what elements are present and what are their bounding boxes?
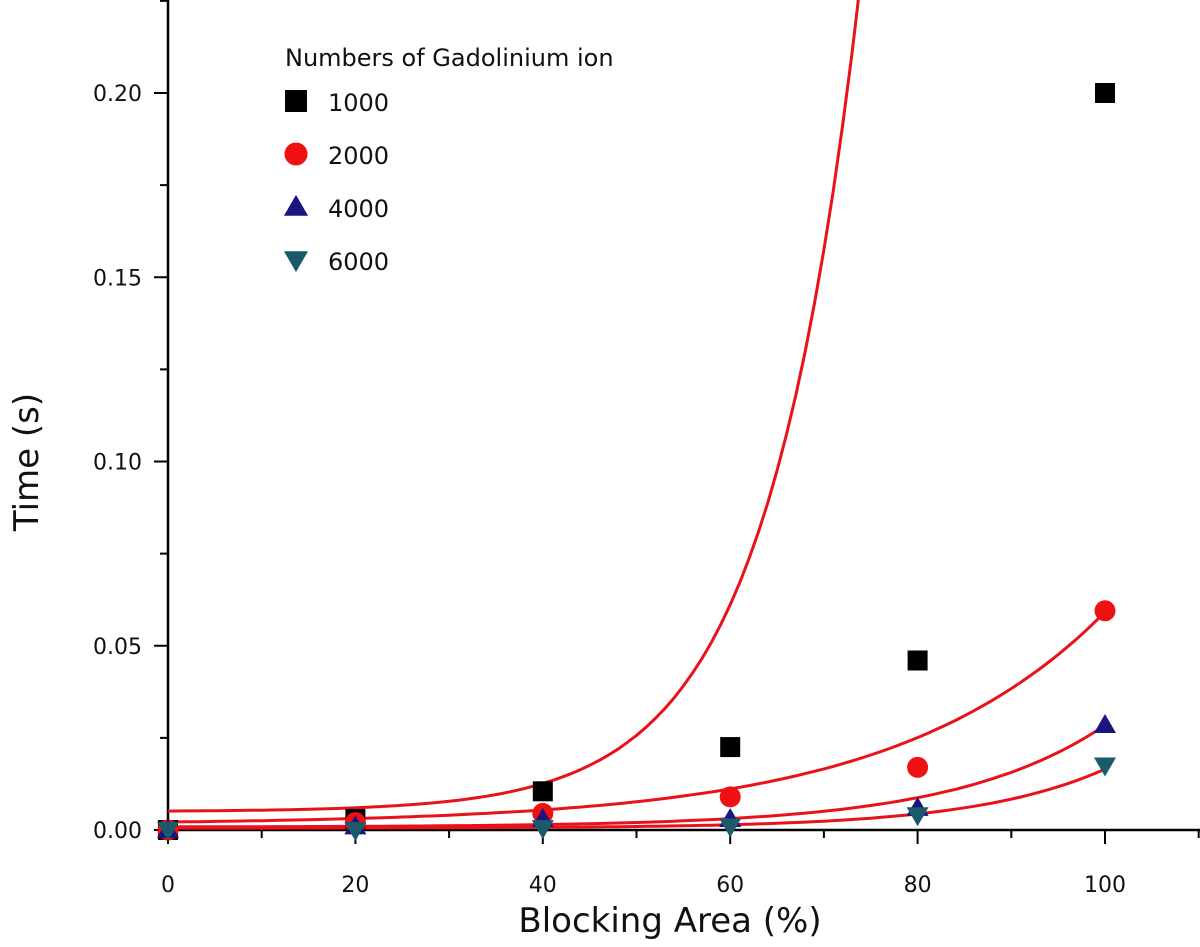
y-tick-label: 0.10 <box>93 451 142 476</box>
fit-curve-4000 <box>168 724 1106 829</box>
legend-marker-1000 <box>285 90 307 112</box>
fit-curve-1000 <box>167 0 860 813</box>
data-point-2000 <box>907 756 929 778</box>
x-tick-label: 80 <box>904 873 932 898</box>
data-point-4000 <box>1094 713 1116 733</box>
legend-label-6000: 6000 <box>328 248 389 276</box>
data-point-6000 <box>1094 757 1116 777</box>
data-point-1000 <box>720 737 741 758</box>
y-tick-label: 0.15 <box>93 266 142 291</box>
data-point-1000 <box>1095 83 1115 103</box>
data-point-6000 <box>719 818 742 838</box>
data-point-6000 <box>531 820 554 840</box>
y-tick-label: 0.05 <box>93 635 142 660</box>
x-axis-title: Blocking Area (%) <box>518 901 821 941</box>
data-point-6000 <box>906 807 929 827</box>
x-tick-label: 0 <box>161 873 175 898</box>
data-point-6000 <box>344 822 367 841</box>
data-point-1000 <box>907 650 928 671</box>
legend: Numbers of Gadolinium ion 1000 2000 4000 600… <box>283 44 614 276</box>
y-tick-label: 0.00 <box>93 819 142 844</box>
y-tick-label: 0.20 <box>93 82 142 107</box>
axes: 0 20 40 60 80 100 0.00 0.05 0.10 0.15 0.20 <box>93 0 1200 898</box>
data-point-6000 <box>157 822 179 841</box>
data-point-2000 <box>719 786 741 808</box>
legend-marker-6000 <box>283 251 309 273</box>
legend-marker-4000 <box>283 194 309 216</box>
fit-curve-6000 <box>168 767 1106 830</box>
legend-label-1000: 1000 <box>328 89 389 117</box>
y-axis-title: Time (s) <box>7 393 47 532</box>
x-tick-label: 60 <box>716 873 744 898</box>
fit-curves <box>167 0 1107 830</box>
legend-label-2000: 2000 <box>328 142 389 170</box>
legend-label-4000: 4000 <box>328 195 389 223</box>
legend-title: Numbers of Gadolinium ion <box>285 44 614 72</box>
data-points <box>157 83 1116 841</box>
data-point-1000 <box>532 781 553 802</box>
x-tick-label: 20 <box>341 873 369 898</box>
x-tick-label: 100 <box>1084 873 1126 898</box>
fit-curve-2000 <box>167 610 1107 824</box>
data-point-2000 <box>1094 600 1116 622</box>
x-tick-label: 40 <box>529 873 557 898</box>
legend-marker-2000 <box>284 142 308 166</box>
